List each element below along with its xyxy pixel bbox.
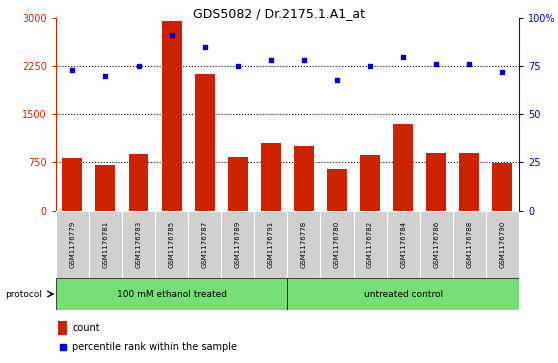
Point xyxy=(167,33,176,38)
Bar xyxy=(420,211,453,278)
Point xyxy=(432,61,441,67)
Bar xyxy=(128,154,148,211)
Bar xyxy=(261,143,281,211)
Bar xyxy=(393,124,413,211)
Bar xyxy=(155,211,188,278)
Text: percentile rank within the sample: percentile rank within the sample xyxy=(72,342,237,352)
Bar xyxy=(387,211,420,278)
Bar xyxy=(453,211,486,278)
Text: GSM1176781: GSM1176781 xyxy=(103,220,108,268)
Point xyxy=(300,58,309,64)
Text: GSM1176786: GSM1176786 xyxy=(433,220,439,268)
Point xyxy=(498,69,507,75)
Point xyxy=(333,77,341,83)
Bar xyxy=(62,158,82,211)
Text: GSM1176779: GSM1176779 xyxy=(69,220,75,268)
Point xyxy=(233,63,242,69)
Text: count: count xyxy=(72,323,100,333)
Text: GSM1176782: GSM1176782 xyxy=(367,221,373,268)
Text: untreated control: untreated control xyxy=(364,290,442,298)
Point xyxy=(58,344,67,350)
Bar xyxy=(95,165,116,211)
Bar xyxy=(58,322,68,335)
Text: GSM1176778: GSM1176778 xyxy=(301,220,307,268)
Bar xyxy=(122,211,155,278)
Bar xyxy=(360,155,380,211)
Bar xyxy=(459,153,479,211)
Bar xyxy=(228,157,248,211)
Point xyxy=(365,63,374,69)
Point xyxy=(101,73,110,79)
Bar xyxy=(162,21,181,211)
Text: protocol: protocol xyxy=(6,290,42,298)
Bar xyxy=(354,211,387,278)
Bar xyxy=(188,211,221,278)
Text: GSM1176780: GSM1176780 xyxy=(334,220,340,268)
Text: GSM1176790: GSM1176790 xyxy=(499,220,506,268)
Bar xyxy=(287,278,519,310)
Point xyxy=(398,54,407,60)
Bar xyxy=(56,278,287,310)
Text: GSM1176789: GSM1176789 xyxy=(235,220,240,268)
Point xyxy=(134,63,143,69)
Bar xyxy=(56,211,89,278)
Point xyxy=(465,61,474,67)
Bar xyxy=(327,170,347,211)
Bar xyxy=(294,146,314,211)
Bar xyxy=(195,74,215,211)
Bar xyxy=(486,211,519,278)
Bar xyxy=(426,153,446,211)
Text: GSM1176783: GSM1176783 xyxy=(136,220,142,268)
Point xyxy=(266,58,275,64)
Bar xyxy=(221,211,254,278)
Point xyxy=(200,44,209,50)
Text: GDS5082 / Dr.2175.1.A1_at: GDS5082 / Dr.2175.1.A1_at xyxy=(193,7,365,20)
Bar xyxy=(254,211,287,278)
Text: GSM1176787: GSM1176787 xyxy=(201,220,208,268)
Bar xyxy=(493,163,512,211)
Text: GSM1176785: GSM1176785 xyxy=(169,221,175,268)
Text: 100 mM ethanol treated: 100 mM ethanol treated xyxy=(117,290,227,298)
Text: GSM1176784: GSM1176784 xyxy=(400,221,406,268)
Bar xyxy=(287,211,320,278)
Text: GSM1176788: GSM1176788 xyxy=(466,220,472,268)
Bar xyxy=(89,211,122,278)
Bar xyxy=(320,211,354,278)
Point xyxy=(68,67,77,73)
Text: GSM1176791: GSM1176791 xyxy=(268,220,274,268)
